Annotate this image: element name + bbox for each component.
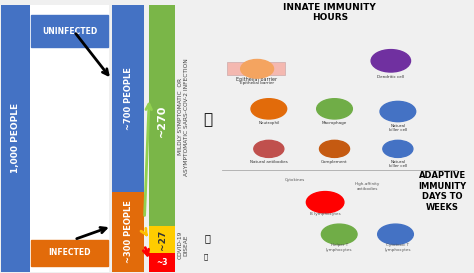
Text: ~3: ~3 <box>156 258 168 267</box>
Text: UNINFECTED: UNINFECTED <box>42 27 97 36</box>
Text: Cytotoxic T
lymphocytes: Cytotoxic T lymphocytes <box>384 243 411 252</box>
Text: Helper T
lymphocytes: Helper T lymphocytes <box>326 243 353 252</box>
Text: 🫁: 🫁 <box>205 233 211 243</box>
Bar <box>1 5 29 272</box>
Circle shape <box>380 101 416 122</box>
Text: Natural antibodies: Natural antibodies <box>250 159 288 164</box>
Bar <box>149 253 175 272</box>
Bar <box>112 5 145 192</box>
Text: 🫁: 🫁 <box>203 112 212 127</box>
Text: Natural
killer cell: Natural killer cell <box>389 123 407 132</box>
Text: Epithelial barrier: Epithelial barrier <box>236 77 277 82</box>
Text: High-affinity
antibodies: High-affinity antibodies <box>355 182 380 191</box>
Bar <box>29 5 109 272</box>
Text: MILDLY SYMPTOMATIC  OR
ASYMPTOMATIC SARS-COV-2 INFECTION: MILDLY SYMPTOMATIC OR ASYMPTOMATIC SARS-… <box>178 58 189 176</box>
Text: COVID-19
DISEAE: COVID-19 DISEAE <box>178 231 189 259</box>
Text: B lymphocytes: B lymphocytes <box>310 212 340 216</box>
Circle shape <box>251 99 287 119</box>
Circle shape <box>306 192 344 213</box>
Text: Complement: Complement <box>321 159 348 164</box>
Circle shape <box>371 50 410 72</box>
Text: INNATE IMMUNITY
HOURS: INNATE IMMUNITY HOURS <box>283 3 376 22</box>
Text: ADAPTIVE
IMMUNITY
DAYS TO
WEEKS: ADAPTIVE IMMUNITY DAYS TO WEEKS <box>419 171 466 212</box>
Text: Macrophage: Macrophage <box>322 121 347 125</box>
Text: ~700 PEOPLE: ~700 PEOPLE <box>124 67 133 130</box>
Bar <box>31 240 109 266</box>
Text: Dendritic cell: Dendritic cell <box>377 76 404 79</box>
Circle shape <box>241 60 273 78</box>
Text: 1,000 PEOPLE: 1,000 PEOPLE <box>11 103 20 173</box>
Circle shape <box>254 140 284 158</box>
Circle shape <box>319 140 349 158</box>
Text: Cytokines: Cytokines <box>284 177 305 182</box>
Bar <box>149 226 175 253</box>
Circle shape <box>321 224 357 244</box>
Circle shape <box>378 224 413 244</box>
Text: Natural
killer cell: Natural killer cell <box>389 159 407 168</box>
Text: ~270: ~270 <box>157 105 167 137</box>
Bar <box>31 16 109 48</box>
Text: Epithelial barrier: Epithelial barrier <box>240 81 274 85</box>
Circle shape <box>383 140 413 158</box>
Circle shape <box>317 99 352 119</box>
Text: INFECTED: INFECTED <box>48 248 91 257</box>
Text: ~27: ~27 <box>157 230 166 250</box>
Bar <box>149 5 175 237</box>
Text: ~300 PEOPLE: ~300 PEOPLE <box>124 200 133 263</box>
Bar <box>112 192 145 272</box>
Text: Neutrophil: Neutrophil <box>258 121 280 125</box>
Text: 💀: 💀 <box>203 254 208 260</box>
Bar <box>227 62 285 76</box>
